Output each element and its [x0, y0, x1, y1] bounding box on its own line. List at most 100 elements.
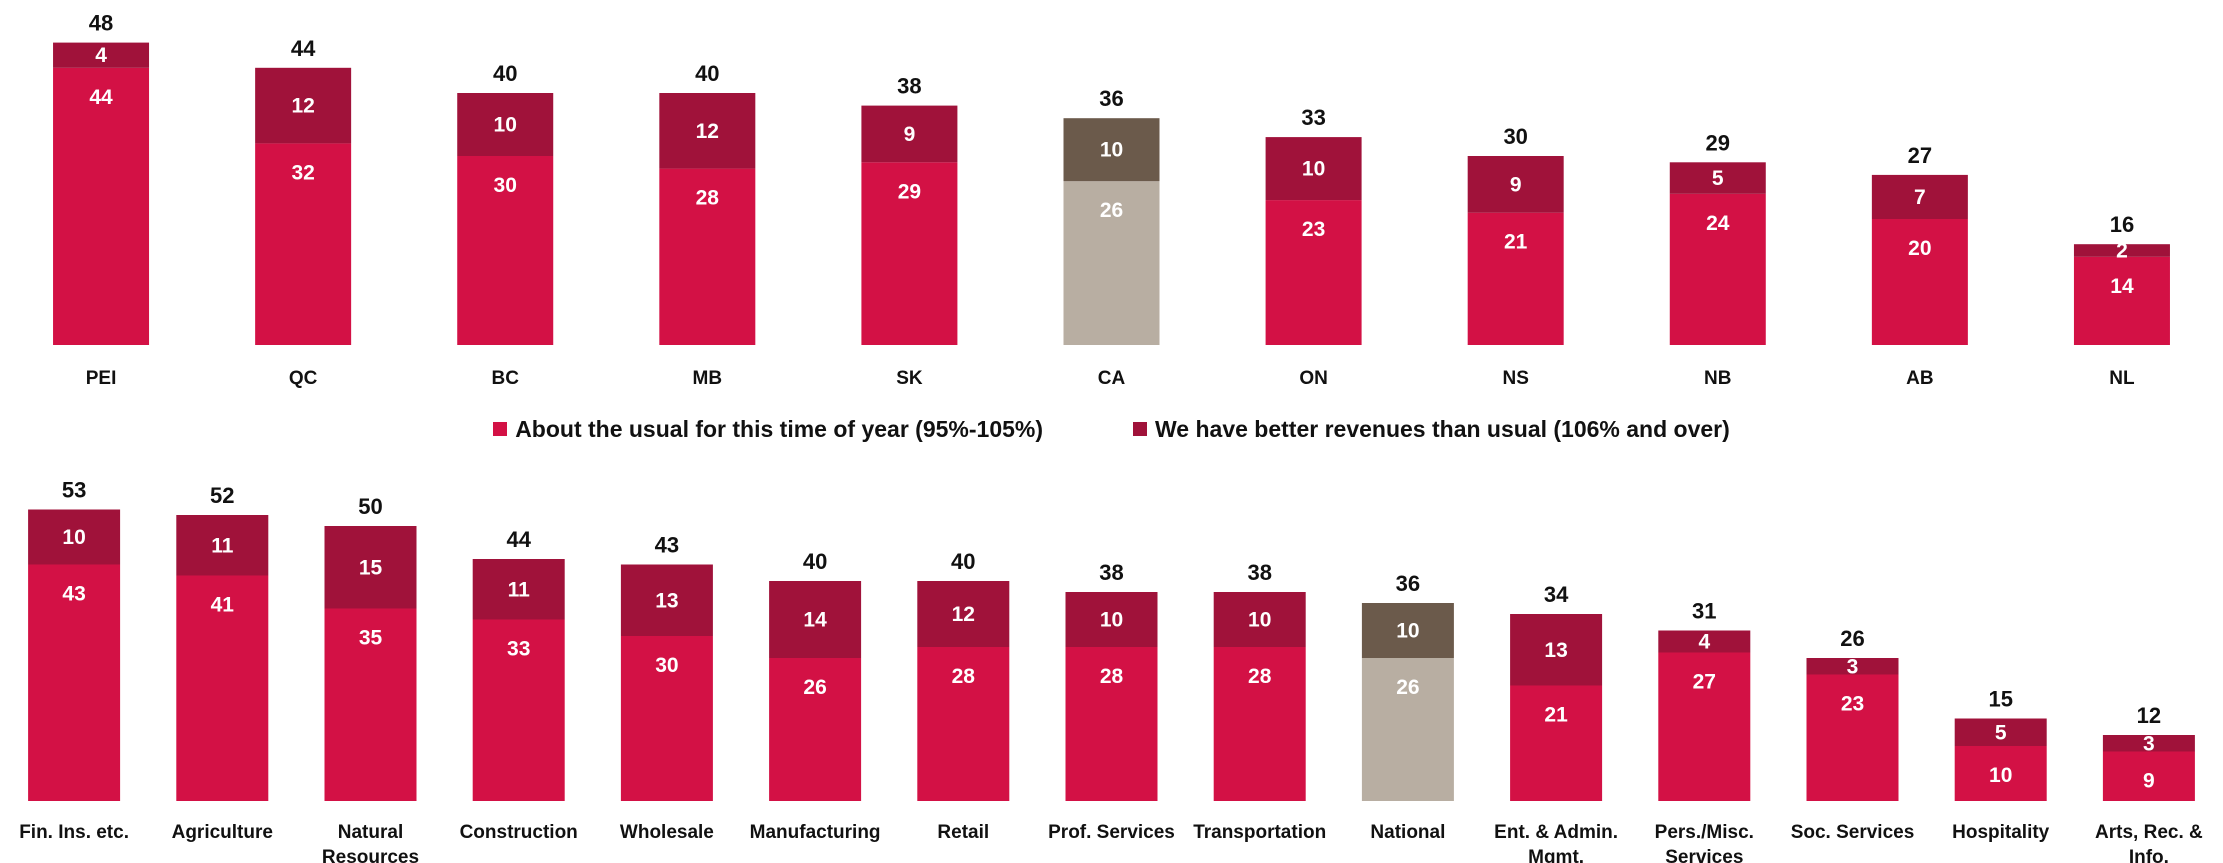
total-label-qc: 44: [291, 36, 316, 61]
data-label-better-wholesale: 13: [655, 589, 678, 612]
bar-usual-on: [1265, 200, 1362, 345]
total-label-nl: 16: [2110, 212, 2134, 237]
bar-usual-ns: [1467, 212, 1564, 345]
category-label-bc: BC: [492, 368, 520, 389]
bar-better-ns: [1467, 156, 1564, 213]
data-label-usual-qc: 32: [291, 161, 314, 184]
data-label-better-fin-ins-etc: 10: [62, 526, 85, 549]
category-label-wholesale: Wholesale: [620, 822, 714, 843]
total-label-mb: 40: [695, 61, 719, 86]
bar-usual-nl: [2073, 256, 2170, 345]
data-label-usual-ns: 21: [1504, 231, 1528, 254]
total-label-prof-services: 38: [1099, 560, 1123, 585]
bar-better-pei: [53, 42, 150, 68]
data-label-usual-construction: 33: [507, 638, 530, 661]
data-label-usual-retail: 28: [952, 665, 976, 688]
data-label-better-agriculture: 11: [211, 534, 234, 557]
data-label-usual-ab: 20: [1908, 237, 1931, 260]
category-label-ab: AB: [1906, 368, 1933, 389]
bar-usual-retail: [917, 647, 1010, 801]
bar-better-fin-ins-etc: [28, 509, 121, 565]
data-label-better-nb: 5: [1712, 167, 1724, 190]
total-label-construction: 44: [506, 527, 531, 552]
data-label-better-hospitality: 5: [1995, 721, 2007, 744]
bar-usual-agriculture: [176, 575, 269, 801]
category-label-ns: NS: [1502, 368, 1528, 389]
category-label-arts-rec-info: Arts, Rec. & Info.: [2095, 822, 2203, 863]
data-label-better-pei: 4: [95, 44, 107, 67]
data-label-usual-prof-services: 28: [1100, 665, 1124, 688]
data-label-better-sk: 9: [904, 123, 916, 146]
data-label-better-prof-services: 10: [1100, 609, 1123, 632]
data-label-better-on: 10: [1302, 158, 1325, 181]
bar-better-nb: [1669, 162, 1766, 194]
bar-better-ab: [1871, 174, 1968, 219]
total-label-hospitality: 15: [1988, 687, 2012, 712]
total-label-ns: 30: [1503, 124, 1527, 149]
data-label-usual-arts-rec-info: 9: [2143, 770, 2155, 793]
bar-usual-qc: [255, 143, 352, 345]
total-label-sk: 38: [897, 74, 921, 99]
bar-usual-manufacturing: [769, 658, 862, 801]
bar-better-arts-rec-info: [2102, 735, 2195, 752]
category-label-pers-misc-services: Pers./Misc. Services: [1655, 822, 1754, 863]
bar-better-retail: [917, 581, 1010, 647]
bar-better-on: [1265, 137, 1362, 201]
total-label-transportation: 38: [1247, 560, 1271, 585]
category-label-hospitality: Hospitality: [1952, 822, 2050, 843]
bar-usual-soc-services: [1806, 674, 1899, 801]
bar-better-national: [1361, 603, 1454, 658]
category-label-construction: Construction: [460, 822, 578, 843]
data-label-usual-pers-misc-services: 27: [1693, 671, 1716, 694]
bar-usual-ca: [1063, 181, 1160, 345]
category-label-transportation: Transportation: [1193, 822, 1326, 843]
data-label-usual-sk: 29: [898, 180, 921, 203]
data-label-better-ent-admin-mgmt: 13: [1544, 639, 1567, 662]
bar-better-ca: [1063, 118, 1160, 182]
data-label-usual-hospitality: 10: [1989, 764, 2012, 787]
bar-usual-pers-misc-services: [1658, 652, 1751, 801]
total-label-retail: 40: [951, 549, 975, 574]
category-label-fin-ins-etc: Fin. Ins. etc.: [19, 822, 129, 843]
bar-better-transportation: [1213, 592, 1306, 647]
data-label-better-ca: 10: [1100, 139, 1123, 162]
data-label-better-bc: 10: [494, 114, 517, 137]
total-label-ent-admin-mgmt: 34: [1544, 582, 1569, 607]
bar-usual-bc: [457, 156, 554, 345]
bar-usual-mb: [659, 168, 756, 345]
total-label-wholesale: 43: [655, 533, 679, 558]
bar-usual-pei: [53, 67, 150, 346]
data-label-better-natural-resources: 15: [359, 556, 383, 579]
category-label-national: National: [1370, 822, 1445, 843]
data-label-usual-ent-admin-mgmt: 21: [1544, 704, 1568, 727]
data-label-usual-natural-resources: 35: [359, 627, 383, 650]
category-label-retail: Retail: [937, 822, 989, 843]
data-label-better-retail: 12: [952, 603, 975, 626]
category-label-ca: CA: [1098, 368, 1126, 389]
total-label-pei: 48: [89, 11, 113, 36]
bar-usual-ab: [1871, 219, 1968, 345]
bar-usual-hospitality: [1954, 746, 2047, 801]
data-label-usual-pei: 44: [89, 86, 113, 109]
data-label-better-arts-rec-info: 3: [2143, 732, 2155, 755]
total-label-soc-services: 26: [1840, 626, 1864, 651]
data-label-usual-manufacturing: 26: [803, 676, 826, 699]
bar-better-natural-resources: [324, 526, 417, 609]
category-label-agriculture: Agriculture: [172, 822, 273, 843]
category-label-nl: NL: [2109, 368, 2135, 389]
bar-better-wholesale: [620, 564, 713, 636]
total-label-on: 33: [1301, 105, 1325, 130]
bar-usual-national: [1361, 658, 1454, 801]
total-label-manufacturing: 40: [803, 549, 827, 574]
data-label-usual-nb: 24: [1706, 212, 1730, 235]
data-label-usual-nl: 14: [2110, 275, 2134, 298]
total-label-fin-ins-etc: 53: [62, 478, 86, 503]
category-label-mb: MB: [693, 368, 723, 389]
bar-better-hospitality: [1954, 718, 2047, 746]
category-label-natural-resources: Natural Resources: [322, 822, 419, 863]
bar-usual-sk: [861, 162, 958, 345]
category-label-qc: QC: [289, 368, 318, 389]
bar-better-bc: [457, 93, 554, 156]
bar-usual-fin-ins-etc: [28, 564, 121, 801]
bar-better-construction: [472, 559, 565, 620]
